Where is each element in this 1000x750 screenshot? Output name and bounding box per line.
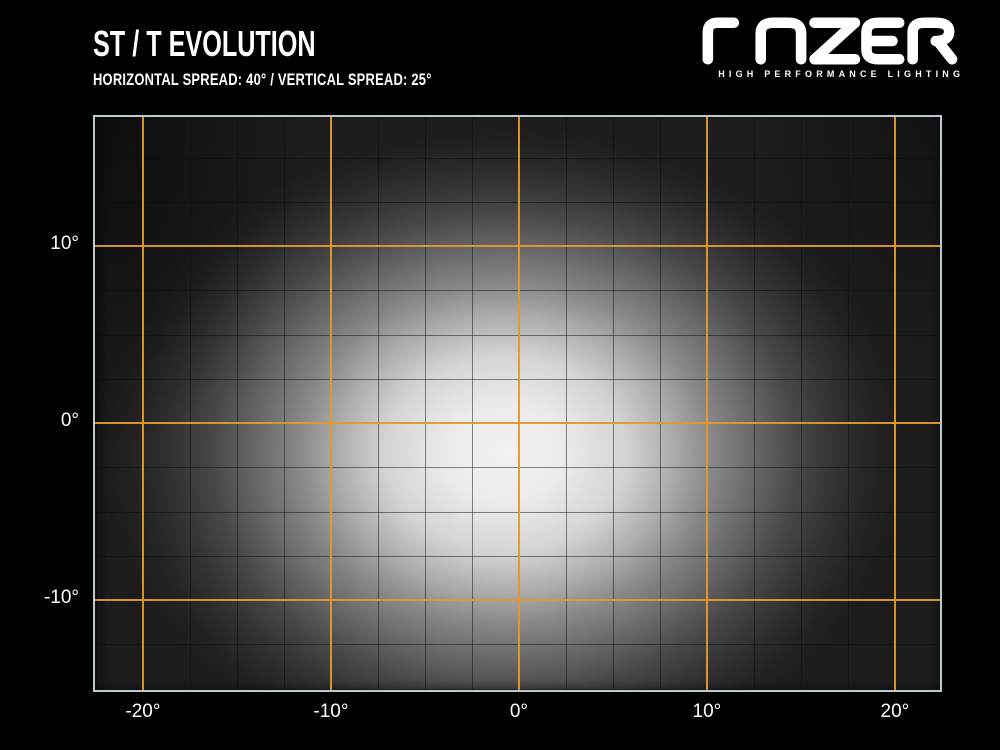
gridline-minor-horizontal bbox=[95, 512, 940, 513]
gridline-minor-horizontal bbox=[95, 689, 940, 690]
gridline-minor-horizontal bbox=[95, 556, 940, 557]
gridline-major-vertical bbox=[518, 117, 520, 690]
page-title: ST / T EVOLUTION bbox=[93, 23, 316, 64]
x-tick-label: -20° bbox=[125, 701, 161, 722]
gridline-minor-horizontal bbox=[95, 158, 940, 159]
logo-letter-e bbox=[861, 17, 905, 65]
logo-letter-a bbox=[755, 17, 807, 65]
gridline-minor-vertical bbox=[237, 117, 238, 690]
gridline-minor-vertical bbox=[425, 117, 426, 690]
header: ST / T EVOLUTION HORIZONTAL SPREAD: 40° … bbox=[93, 26, 539, 90]
gridline-major-vertical bbox=[330, 117, 332, 690]
gridline-minor-horizontal bbox=[95, 379, 940, 380]
gridline-major-horizontal bbox=[95, 245, 940, 247]
brand: HIGH PERFORMANCE LIGHTING bbox=[692, 16, 960, 79]
gridline-major-vertical bbox=[706, 117, 708, 690]
logo-letter-z bbox=[809, 17, 861, 65]
x-tick-label: 10° bbox=[692, 701, 722, 722]
gridline-minor-vertical bbox=[284, 117, 285, 690]
gridline-minor-horizontal bbox=[95, 202, 940, 203]
grid-overlay bbox=[95, 117, 940, 690]
gridline-major-vertical bbox=[894, 117, 896, 690]
gridline-minor-vertical bbox=[472, 117, 473, 690]
gridline-major-horizontal bbox=[95, 422, 940, 424]
x-tick-label: 20° bbox=[880, 701, 910, 722]
gridline-minor-horizontal bbox=[95, 335, 940, 336]
page-subtitle: HORIZONTAL SPREAD: 40° / VERTICAL SPREAD… bbox=[93, 70, 432, 89]
gridline-minor-vertical bbox=[754, 117, 755, 690]
gridline-minor-vertical bbox=[660, 117, 661, 690]
gridline-minor-horizontal bbox=[95, 644, 940, 645]
logo-letter-r bbox=[907, 17, 958, 65]
gridline-minor-vertical bbox=[848, 117, 849, 690]
gridline-minor-vertical bbox=[190, 117, 191, 690]
y-tick-label: 10° bbox=[50, 233, 79, 255]
x-tick-label: 0° bbox=[509, 701, 528, 722]
gridline-minor-vertical bbox=[378, 117, 379, 690]
photo-vignette bbox=[95, 117, 940, 690]
brand-tagline: HIGH PERFORMANCE LIGHTING bbox=[718, 69, 965, 79]
lazer-logo-icon bbox=[702, 17, 958, 65]
x-tick-label: -10° bbox=[313, 701, 349, 722]
gridline-major-horizontal bbox=[95, 599, 940, 601]
gridline-major-vertical bbox=[142, 117, 144, 690]
gridline-minor-vertical bbox=[566, 117, 567, 690]
gridline-minor-horizontal bbox=[95, 467, 940, 468]
y-tick-label: -10° bbox=[43, 587, 79, 609]
logo-letter-l bbox=[702, 17, 740, 65]
gridline-minor-vertical bbox=[801, 117, 802, 690]
gridline-minor-vertical bbox=[613, 117, 614, 690]
gridline-minor-horizontal bbox=[95, 290, 940, 291]
gridline-minor-vertical bbox=[96, 117, 97, 690]
plot-area bbox=[93, 115, 942, 692]
y-tick-label: 0° bbox=[60, 410, 79, 432]
